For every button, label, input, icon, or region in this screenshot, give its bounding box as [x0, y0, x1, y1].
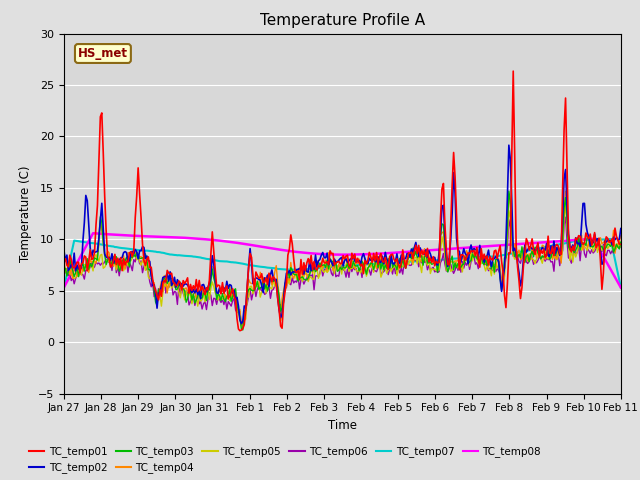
TC_temp01: [236, 328, 244, 334]
TC_temp04: [562, 188, 570, 194]
TC_temp04: [79, 268, 87, 274]
Line: TC_temp08: TC_temp08: [64, 233, 621, 288]
TC_temp06: [458, 259, 466, 264]
TC_temp08: [60, 284, 68, 290]
TC_temp02: [543, 240, 550, 246]
TC_temp01: [617, 241, 625, 247]
TC_temp07: [457, 255, 465, 261]
TC_temp08: [541, 240, 549, 245]
TC_temp06: [541, 258, 549, 264]
TC_temp07: [540, 244, 548, 250]
TC_temp04: [617, 233, 625, 239]
Legend: TC_temp01, TC_temp02, TC_temp03, TC_temp04, TC_temp05, TC_temp06, TC_temp07, TC_: TC_temp01, TC_temp02, TC_temp03, TC_temp…: [25, 442, 545, 478]
TC_temp03: [505, 188, 513, 194]
TC_temp02: [79, 238, 87, 244]
TC_temp01: [79, 260, 87, 266]
TC_temp03: [60, 265, 68, 271]
TC_temp05: [348, 266, 356, 272]
TC_temp07: [79, 239, 87, 245]
TC_temp04: [60, 259, 68, 264]
TC_temp01: [348, 251, 356, 256]
Line: TC_temp04: TC_temp04: [64, 191, 621, 326]
TC_temp02: [616, 236, 623, 242]
TC_temp06: [60, 268, 68, 274]
TC_temp01: [458, 252, 466, 258]
TC_temp06: [617, 243, 625, 249]
TC_temp04: [458, 252, 466, 257]
TC_temp08: [89, 230, 97, 236]
TC_temp03: [239, 327, 246, 333]
TC_temp07: [346, 263, 354, 269]
TC_temp04: [541, 257, 549, 263]
TC_temp07: [607, 236, 614, 242]
TC_temp01: [543, 253, 550, 259]
TC_temp02: [458, 252, 466, 258]
TC_temp01: [616, 241, 623, 247]
TC_temp06: [562, 214, 570, 220]
TC_temp05: [97, 252, 104, 258]
Line: TC_temp06: TC_temp06: [64, 217, 621, 325]
Title: Temperature Profile A: Temperature Profile A: [260, 13, 425, 28]
TC_temp05: [541, 246, 549, 252]
Text: HS_met: HS_met: [78, 47, 128, 60]
TC_temp07: [617, 284, 625, 290]
TC_temp08: [98, 231, 106, 237]
TC_temp06: [97, 263, 104, 268]
TC_temp03: [79, 260, 87, 266]
TC_temp06: [79, 272, 87, 277]
TC_temp06: [237, 323, 245, 328]
TC_temp03: [617, 239, 625, 245]
Line: TC_temp02: TC_temp02: [64, 145, 621, 324]
TC_temp05: [616, 239, 623, 244]
TC_temp04: [97, 218, 104, 224]
X-axis label: Time: Time: [328, 419, 357, 432]
TC_temp02: [505, 142, 513, 148]
Line: TC_temp01: TC_temp01: [64, 71, 621, 331]
TC_temp05: [60, 262, 68, 268]
TC_temp01: [509, 68, 517, 74]
TC_temp07: [97, 241, 104, 247]
TC_temp03: [458, 262, 466, 267]
TC_temp03: [348, 264, 356, 270]
TC_temp08: [614, 279, 621, 285]
TC_temp02: [60, 248, 68, 253]
Y-axis label: Temperature (C): Temperature (C): [19, 165, 33, 262]
TC_temp04: [348, 258, 356, 264]
TC_temp02: [348, 256, 356, 262]
TC_temp01: [60, 258, 68, 264]
TC_temp04: [237, 323, 245, 329]
TC_temp08: [79, 249, 87, 255]
TC_temp03: [543, 252, 550, 258]
TC_temp06: [348, 269, 356, 275]
TC_temp04: [616, 239, 623, 245]
TC_temp07: [60, 285, 68, 290]
TC_temp07: [614, 271, 621, 276]
Line: TC_temp07: TC_temp07: [64, 239, 621, 288]
TC_temp02: [617, 226, 625, 231]
TC_temp02: [97, 217, 104, 223]
TC_temp08: [348, 252, 356, 257]
TC_temp02: [237, 321, 245, 326]
TC_temp03: [97, 214, 104, 220]
TC_temp06: [616, 245, 623, 251]
TC_temp05: [79, 265, 87, 271]
TC_temp05: [458, 269, 466, 275]
TC_temp05: [239, 324, 246, 330]
Line: TC_temp03: TC_temp03: [64, 191, 621, 330]
TC_temp03: [616, 246, 623, 252]
TC_temp01: [97, 114, 104, 120]
TC_temp05: [562, 201, 570, 206]
TC_temp05: [617, 244, 625, 250]
TC_temp08: [458, 245, 466, 251]
TC_temp08: [617, 285, 625, 290]
Line: TC_temp05: TC_temp05: [64, 204, 621, 327]
